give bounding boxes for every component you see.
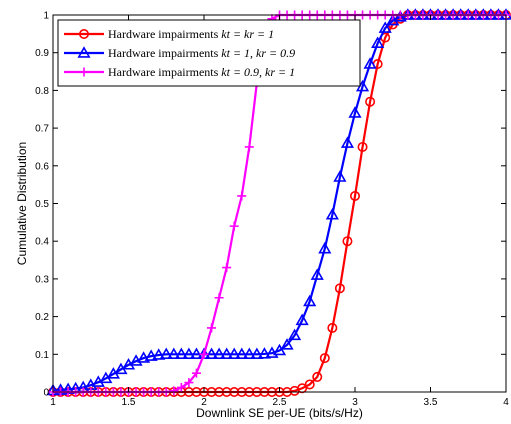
x-tick-label: 3.5 — [424, 397, 438, 408]
data-point — [152, 348, 166, 360]
legend-label: Hardware impairments kt = kr = 1 — [108, 27, 274, 41]
data-point — [235, 347, 249, 360]
data-point — [222, 263, 232, 273]
data-point — [363, 57, 377, 69]
data-point — [144, 349, 158, 361]
data-point — [371, 36, 385, 48]
legend-label-math: kt = 0.9, kr = 1 — [221, 65, 295, 79]
data-point — [349, 190, 360, 201]
data-point — [159, 347, 173, 360]
data-point — [340, 136, 355, 148]
data-point — [327, 322, 338, 333]
y-tick-label: 0.5 — [35, 199, 49, 210]
data-point — [304, 379, 315, 390]
data-point — [295, 313, 309, 326]
data-point — [333, 170, 347, 182]
data-point — [174, 347, 188, 360]
legend-label: Hardware impairments kt = 1, kr = 0.9 — [108, 46, 295, 60]
data-point — [280, 338, 294, 350]
y-tick-label: 0.4 — [35, 237, 49, 248]
data-point — [176, 382, 186, 392]
y-tick-label: 1 — [43, 11, 49, 22]
y-axis-label: Cumulative Distribution — [15, 142, 29, 265]
legend-label-math: kt = kr = 1 — [221, 27, 274, 41]
x-tick-label: 1.5 — [122, 397, 136, 408]
data-point — [237, 191, 247, 201]
data-point — [250, 347, 264, 360]
data-point — [257, 347, 271, 359]
y-tick-label: 0.1 — [35, 350, 49, 361]
legend-box — [57, 19, 361, 87]
data-point — [303, 294, 317, 307]
data-point — [342, 236, 353, 247]
y-tick-label: 0.8 — [35, 86, 49, 97]
x-axis-ticks: 1 1.5 2 2.5 3 3.5 4 — [50, 15, 509, 408]
legend-label-prefix: Hardware impairments — [108, 65, 221, 79]
x-tick-label: 3 — [352, 397, 358, 408]
data-point — [184, 378, 194, 388]
y-tick-label: 0.2 — [35, 312, 49, 323]
data-point — [288, 328, 302, 341]
legend-entry: Hardware impairments kt = 0.9, kr = 1 — [64, 65, 295, 79]
data-point — [348, 106, 362, 118]
data-point — [325, 207, 339, 220]
data-point — [167, 347, 181, 360]
data-point — [378, 21, 392, 33]
data-point — [310, 268, 324, 280]
data-point — [191, 368, 201, 378]
data-point — [365, 96, 376, 107]
data-point — [334, 283, 345, 294]
y-tick-label: 0.6 — [35, 161, 49, 172]
legend-entry: Hardware impairments kt = kr = 1 — [64, 27, 274, 41]
data-point — [214, 293, 224, 303]
data-point — [319, 353, 330, 364]
x-tick-label: 2 — [201, 397, 207, 408]
data-point — [272, 343, 287, 356]
x-tick-label: 4 — [503, 397, 509, 408]
data-point — [189, 347, 204, 360]
legend-label-prefix: Hardware impairments — [108, 46, 221, 60]
data-point — [220, 347, 234, 360]
data-point — [229, 221, 239, 231]
x-axis-label: Downlink SE per-UE (bits/s/Hz) — [196, 406, 363, 420]
data-point — [79, 67, 89, 77]
legend-label: Hardware impairments kt = 0.9, kr = 1 — [108, 65, 295, 79]
data-point — [212, 347, 226, 360]
data-point — [207, 323, 217, 333]
data-point — [312, 371, 323, 382]
data-point — [182, 347, 196, 360]
data-point — [204, 347, 219, 360]
y-axis-ticks: 0 0.1 0.2 0.3 0.4 0.5 0.6 0.7 0.8 0.9 1 — [35, 11, 506, 399]
legend-label-prefix: Hardware impairments — [108, 27, 221, 41]
data-point — [199, 349, 209, 359]
data-point — [318, 241, 332, 254]
data-point — [169, 386, 179, 396]
data-point — [393, 10, 407, 22]
data-point — [242, 347, 256, 360]
data-point — [227, 347, 241, 360]
data-point — [244, 142, 254, 152]
x-tick-label: 1 — [50, 397, 56, 408]
legend-entry: Hardware impairments kt = 1, kr = 0.9 — [64, 46, 295, 60]
data-point — [77, 46, 91, 58]
legend-label-math: kt = 1, kr = 0.9 — [221, 46, 295, 60]
y-tick-label: 0.3 — [35, 274, 49, 285]
y-tick-label: 0.9 — [35, 48, 49, 59]
x-tick-label: 2.5 — [273, 397, 287, 408]
legend: Hardware impairments kt = kr = 1Hardware… — [57, 19, 361, 87]
y-tick-label: 0 — [43, 388, 49, 399]
data-point — [137, 351, 151, 363]
data-point — [357, 141, 368, 152]
data-point — [79, 28, 90, 39]
y-tick-label: 0.7 — [35, 124, 49, 135]
